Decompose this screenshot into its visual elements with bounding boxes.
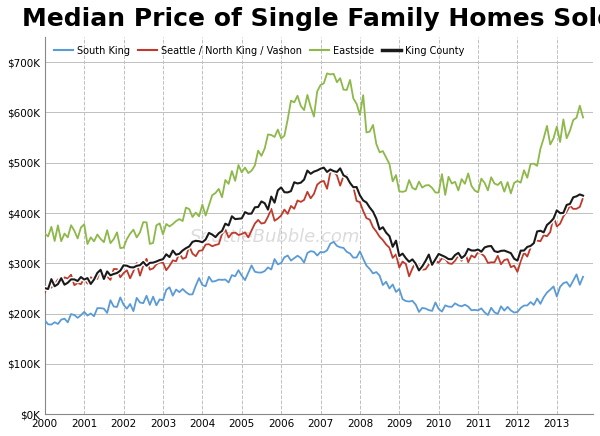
King County <box>41 286 49 291</box>
Line: Seattle / North King / Vashon: Seattle / North King / Vashon <box>45 171 583 293</box>
Eastside <box>104 228 111 233</box>
Eastside <box>580 115 587 120</box>
Seattle / North King / Vashon <box>330 169 337 174</box>
Line: South King: South King <box>45 242 583 324</box>
Text: SeattleBubble.com: SeattleBubble.com <box>190 228 360 246</box>
King County <box>464 246 472 252</box>
Eastside <box>241 165 248 170</box>
Eastside <box>412 187 419 192</box>
South King <box>412 302 419 307</box>
Seattle / North King / Vashon <box>580 195 587 200</box>
South King <box>241 277 248 283</box>
South King <box>97 306 104 311</box>
Seattle / North King / Vashon <box>461 249 469 254</box>
South King <box>107 298 114 303</box>
South King <box>580 274 587 279</box>
Legend: South King, Seattle / North King / Vashon, Eastside, King County: South King, Seattle / North King / Vasho… <box>50 42 469 60</box>
King County <box>241 210 248 215</box>
South King <box>48 322 55 327</box>
South King <box>41 318 49 323</box>
Seattle / North King / Vashon <box>238 232 245 237</box>
Eastside <box>58 238 65 244</box>
Line: King County: King County <box>45 167 583 289</box>
Eastside <box>116 245 124 251</box>
Eastside <box>464 171 472 176</box>
King County <box>44 286 52 292</box>
King County <box>412 261 419 266</box>
King County <box>320 165 328 170</box>
Line: Eastside: Eastside <box>45 73 583 248</box>
Eastside <box>41 231 49 236</box>
Seattle / North King / Vashon <box>104 274 111 279</box>
Eastside <box>323 71 331 76</box>
Seattle / North King / Vashon <box>94 276 101 282</box>
King County <box>97 267 104 272</box>
Seattle / North King / Vashon <box>58 279 65 285</box>
Title: Median Price of Single Family Homes Sold: Median Price of Single Family Homes Sold <box>22 7 600 31</box>
Seattle / North King / Vashon <box>41 290 49 295</box>
King County <box>61 282 68 287</box>
King County <box>107 273 114 278</box>
South King <box>61 316 68 321</box>
Eastside <box>94 232 101 237</box>
South King <box>464 304 472 309</box>
South King <box>330 239 337 245</box>
Seattle / North King / Vashon <box>409 266 416 271</box>
King County <box>580 193 587 198</box>
